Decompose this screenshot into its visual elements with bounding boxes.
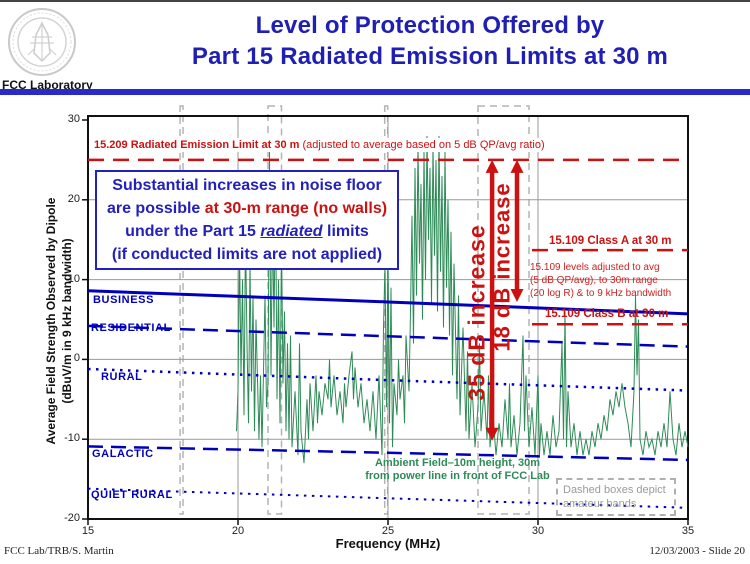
title-line1: Level of Protection Offered by bbox=[255, 12, 605, 39]
fcc-seal-logo bbox=[8, 8, 76, 76]
header-divider-bar bbox=[0, 89, 750, 95]
footer-author: FCC Lab/TRB/S. Martin bbox=[4, 545, 114, 557]
arrow-label-35db: 35 dB increase bbox=[463, 224, 490, 401]
arrow-label-18db: 18 dB increase bbox=[489, 182, 515, 352]
ambient-field-trace bbox=[236, 135, 689, 464]
logo-label: FCC Laboratory bbox=[2, 78, 93, 92]
x-tick-label: 20 bbox=[231, 525, 245, 537]
emission-limit-label-rest: (adjusted to average based on 5 dB QP/av… bbox=[299, 138, 548, 152]
class-b-label: 15.109 Class B at 30 m bbox=[545, 308, 669, 320]
y-tick-label: -20 bbox=[64, 512, 80, 524]
adjustment-note: 15.109 levels adjusted to avg (5 dB QP/a… bbox=[530, 262, 672, 299]
x-axis-label: Frequency (MHz) bbox=[335, 536, 441, 551]
y-tick-label: 0 bbox=[73, 352, 80, 365]
y-tick-label: 10 bbox=[67, 272, 80, 285]
x-tick-label: 15 bbox=[81, 525, 95, 537]
y-tick-label: -10 bbox=[64, 432, 80, 445]
class-a-label: 15.109 Class A at 30 m bbox=[549, 235, 672, 247]
x-tick-label: 30 bbox=[531, 525, 545, 537]
noise-curve-residential bbox=[87, 324, 689, 348]
amateur-bands-note: Dashed boxes depict amateur bands bbox=[556, 478, 676, 516]
title-line2: Part 15 Radiated Emission Limits at 30 m bbox=[191, 43, 669, 70]
x-tick-label: 35 bbox=[681, 525, 695, 537]
curve-label-residential: RESIDENTIAL bbox=[91, 322, 171, 334]
curve-label-business: BUSINESS bbox=[93, 294, 155, 306]
curve-label-rural: RURAL bbox=[101, 371, 143, 383]
emission-limit-label-bold: 15.209 Radiated Emission Limit at 30 m bbox=[92, 138, 300, 152]
footer-date-slide: 12/03/2003 - Slide 20 bbox=[649, 545, 745, 557]
callout-box: Substantial increases in noise floor are… bbox=[95, 170, 399, 270]
curve-label-galactic: GALACTIC bbox=[92, 448, 154, 460]
x-tick-label: 25 bbox=[381, 525, 395, 537]
curve-label-quiet-rural: QUIET RURAL bbox=[91, 489, 173, 501]
noise-curve-galactic bbox=[87, 445, 689, 462]
y-axis-label: Average Field Strength Observed by Dipol… bbox=[44, 197, 74, 445]
ambient-field-label: Ambient Field–10m height, 30m from power… bbox=[365, 457, 550, 482]
y-tick-label: 20 bbox=[67, 192, 80, 205]
amateur-band-box bbox=[477, 105, 530, 515]
noise-curve-business bbox=[87, 289, 689, 316]
emission-limit-label: 15.209 Radiated Emission Limit at 30 m (… bbox=[92, 138, 548, 152]
amateur-band-box bbox=[179, 105, 184, 515]
y-tick-label: 30 bbox=[67, 113, 80, 125]
page-title: Level of Protection Offered by Part 15 R… bbox=[110, 10, 750, 72]
